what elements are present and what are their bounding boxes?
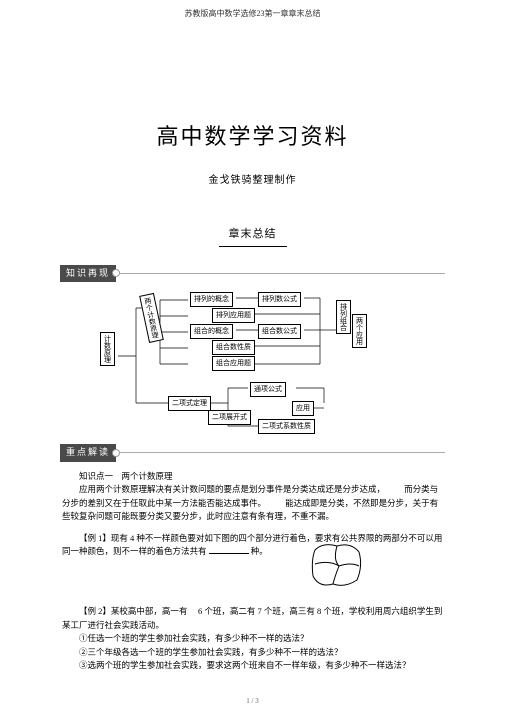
subtitle: 金戈铁骑整理制作 <box>0 173 505 188</box>
diagram-right-apps: 两个应用 <box>352 314 367 348</box>
example-1-tail: 种。 <box>251 546 268 556</box>
section-underline <box>219 246 287 247</box>
diagram-comb-app: 组合应用题 <box>212 356 255 371</box>
badge-line-2 <box>120 452 445 453</box>
badge-knowledge-row: 知识再现 <box>60 265 505 283</box>
badge-keypoint-row: 重点解读 <box>60 444 505 462</box>
example-2-a: 【例 2】某校高中部，高一有 <box>79 606 187 616</box>
question-2: ②三个年级各选一个班的学生参加社会实践，有多少种不一样的选法？ <box>62 646 443 660</box>
diagram-perm-app: 排列应用题 <box>212 308 255 323</box>
diagram-comb-property: 组合数性质 <box>212 340 255 355</box>
question-3: ③选两个班的学生参加社会实践，要求这两个班来自不一样年级，有多少种不一样选法？ <box>62 659 443 673</box>
badge-keypoint: 重点解读 <box>60 444 116 462</box>
badge-dot <box>112 269 120 277</box>
diagram-general-term: 通项公式 <box>250 382 286 397</box>
example-2: 【例 2】某校高中部，高一有 6 个班，高二有 7 个班，高三有 8 个班，学校… <box>62 605 443 632</box>
para-explain: 应用两个计数原理解决有关计数问题的要点是划分事件是分类达成还是分步达成， 而分类… <box>62 483 443 524</box>
blank-answer-1 <box>209 545 249 554</box>
example-1: 【例 1】现有 4 种不一样颜色要对如下图的四个部分进行着色，要求有公共界限的两… <box>62 532 443 559</box>
para-2a: 应用两个计数原理解决有关计数问题的要点是划分事件是分类达成还是分步达成， <box>79 484 385 494</box>
diagram-left-principle: 计数原理 <box>100 332 115 366</box>
diagram-binomial-expand: 二项展开式 <box>208 410 251 425</box>
page-header: 苏教版高中数学选修23第一章章末总结 <box>0 0 505 20</box>
badge-dot-2 <box>112 449 120 457</box>
badge-line <box>120 273 445 274</box>
diagram-perm-formula: 排列数公式 <box>258 292 301 307</box>
diagram-binomial: 二项式定理 <box>168 396 211 411</box>
coloring-shape-icon <box>309 540 365 590</box>
diagram-coefficient: 二项式系数性质 <box>258 419 315 434</box>
diagram-application: 应用 <box>292 401 314 416</box>
question-1: ①任选一个班的学生参加社会实践，有多少种不一样的选法？ <box>62 632 443 646</box>
diagram-comb-concept: 组合的概念 <box>190 324 233 339</box>
diagram-perm-concept: 排列的概念 <box>190 292 233 307</box>
page-footer: 1 / 3 <box>0 696 505 707</box>
diagram-right-combo: 排列组合 <box>336 300 351 334</box>
section-title: 章末总结 <box>0 226 505 243</box>
concept-diagram: 计数原理 两个计数原理 排列的概念 排列数公式 排列应用题 组合的概念 组合数公… <box>100 288 505 438</box>
body-content: 知识点一 两个计数原理 应用两个计数原理解决有关计数问题的要点是划分事件是分类达… <box>62 470 443 674</box>
badge-knowledge: 知识再现 <box>60 265 116 283</box>
main-title: 高中数学学习资料 <box>0 120 505 153</box>
knowledge-point-title: 知识点一 两个计数原理 <box>62 470 443 484</box>
diagram-comb-formula: 组合数公式 <box>258 324 301 339</box>
